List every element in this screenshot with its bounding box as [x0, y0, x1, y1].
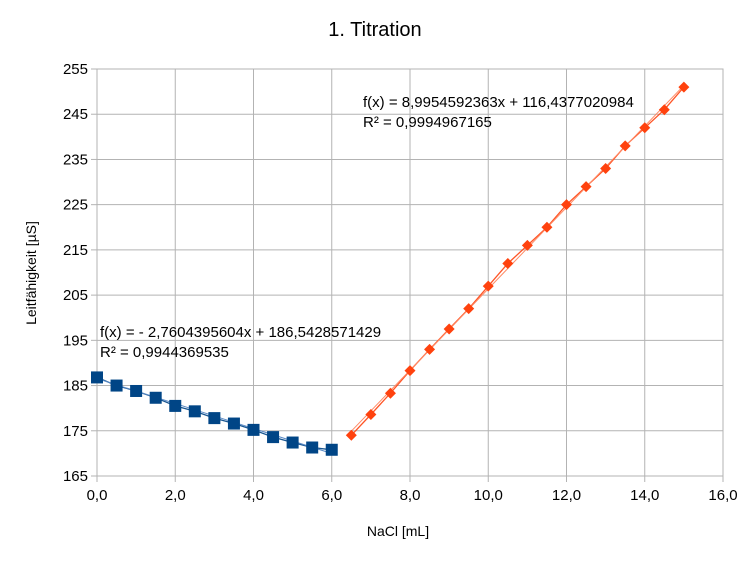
- r-squared-series-1: R² = 0,9944369535: [100, 344, 229, 361]
- y-tick-label: 175: [63, 423, 88, 440]
- data-point: [482, 280, 494, 292]
- y-tick-label: 235: [63, 151, 88, 168]
- data-point: [149, 391, 162, 404]
- data-point: [502, 257, 514, 269]
- r-squared-series-2: R² = 0,9994967165: [363, 114, 492, 131]
- y-tick-label: 215: [63, 242, 88, 259]
- data-point: [521, 239, 533, 251]
- y-tick-label: 195: [63, 332, 88, 349]
- data-point: [384, 387, 396, 399]
- x-tick-label: 14,0: [630, 487, 659, 504]
- data-point: [639, 122, 651, 134]
- tick-labels: 165 175 185 195 205 215 225 235 245 255 0,0 2,0 4,0 6…: [63, 61, 738, 504]
- x-tick-label: 12,0: [552, 487, 581, 504]
- annotations: f(x) = - 2,7604395604x + 186,5428571429 …: [100, 94, 634, 361]
- equation-series-2: f(x) = 8,9954592363x + 116,4377020984: [363, 94, 634, 111]
- data-point: [286, 436, 299, 449]
- data-point: [561, 199, 572, 211]
- data-point: [130, 384, 143, 397]
- data-point: [365, 408, 377, 420]
- data-point: [404, 365, 416, 377]
- data-point: [541, 221, 553, 233]
- data-point: [247, 423, 260, 436]
- plot-frame: [96, 68, 724, 477]
- data-point: [227, 417, 240, 430]
- data-point: [678, 81, 690, 93]
- series-2-line: [350, 86, 685, 436]
- data-point: [600, 162, 612, 174]
- axes: [91, 68, 724, 482]
- data-point: [110, 379, 123, 392]
- data-point: [658, 104, 670, 116]
- equation-series-1: f(x) = - 2,7604395604x + 186,5428571429: [100, 324, 381, 341]
- data-point: [345, 429, 357, 441]
- chart-title: 1. Titration: [328, 19, 421, 41]
- data-point: [580, 181, 592, 193]
- x-tick-label: 6,0: [321, 487, 342, 504]
- x-tick-label: 8,0: [400, 487, 421, 504]
- series-2-trendline: [350, 85, 685, 432]
- x-tick-label: 4,0: [243, 487, 264, 504]
- x-tick-label: 16,0: [708, 487, 737, 504]
- x-tick-label: 2,0: [165, 487, 186, 504]
- x-tick-label: 10,0: [474, 487, 503, 504]
- data-point: [325, 443, 338, 456]
- y-tick-label: 245: [63, 106, 88, 123]
- y-axis-label: Leitfähigkeit [µS]: [23, 221, 39, 325]
- data-point: [91, 371, 103, 384]
- y-tick-label: 165: [63, 468, 88, 485]
- data-point: [188, 405, 201, 418]
- y-tick-label: 185: [63, 378, 88, 395]
- data-point: [443, 323, 455, 335]
- data-point: [208, 412, 221, 425]
- x-axis-label: NaCl [mL]: [367, 523, 429, 539]
- data-point: [424, 343, 436, 355]
- data-point: [267, 431, 280, 444]
- data-point: [169, 399, 182, 412]
- y-tick-label: 205: [63, 287, 88, 304]
- x-tick-label: 0,0: [87, 487, 108, 504]
- y-tick-label: 225: [63, 197, 88, 214]
- y-tick-label: 255: [63, 61, 88, 78]
- data-point: [306, 441, 319, 454]
- data-point: [463, 303, 475, 315]
- data-points: [91, 81, 690, 456]
- data-point: [619, 140, 631, 152]
